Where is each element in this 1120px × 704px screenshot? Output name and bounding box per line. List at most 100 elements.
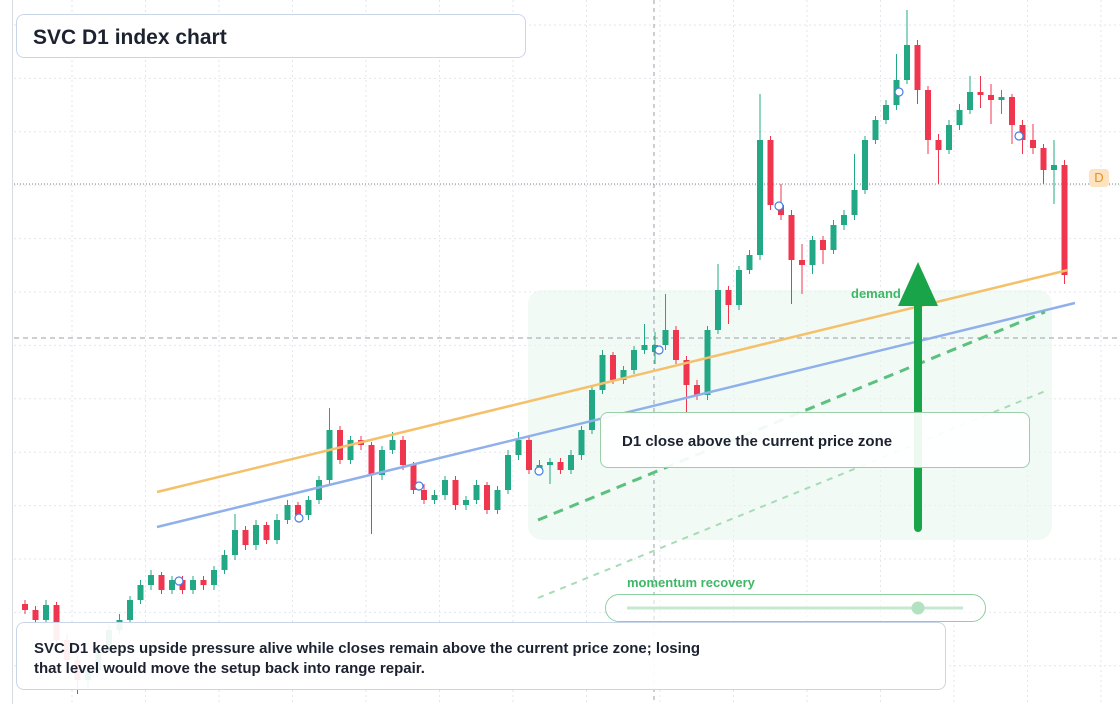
candle-body: [326, 430, 333, 480]
candle-body: [211, 570, 217, 585]
candle-body: [305, 500, 312, 515]
candle-body: [295, 505, 301, 515]
event-marker: [894, 87, 904, 97]
price-badge: D: [1089, 169, 1109, 187]
candle-body: [872, 120, 879, 140]
candle-body: [368, 445, 375, 475]
candle-body: [1009, 97, 1015, 125]
candle-body: [316, 480, 322, 500]
candle-body: [851, 190, 858, 215]
candle-body: [557, 462, 564, 470]
callout-box: D1 close above the current price zone: [600, 412, 1030, 468]
note-line: SVC D1 keeps upside pressure alive while…: [34, 640, 701, 657]
candle-body: [505, 455, 511, 490]
candle-body: [431, 495, 438, 500]
candle-body: [914, 45, 921, 90]
candle-body: [1051, 165, 1057, 170]
candle-body: [788, 215, 795, 260]
candle-body: [683, 360, 690, 385]
candle-body: [442, 480, 448, 495]
event-marker: [654, 345, 664, 355]
candle-body: [725, 290, 732, 305]
candle-body: [967, 92, 973, 110]
candle-body: [631, 350, 637, 370]
candle-body: [935, 140, 942, 150]
candle-body: [578, 430, 585, 455]
candle-body: [694, 385, 700, 395]
note-line: that level would move the setup back int…: [34, 660, 425, 677]
candle-body: [662, 330, 669, 345]
candle-body: [946, 125, 952, 150]
momentum-label: momentum recovery: [627, 575, 755, 590]
candle-body: [767, 140, 774, 205]
candle-body: [179, 580, 186, 590]
candle-body: [799, 260, 805, 265]
candle-body: [242, 530, 249, 545]
candle-body: [148, 575, 154, 585]
candle-body: [956, 110, 963, 125]
candle-body: [1019, 125, 1026, 140]
note-box: SVC D1 keeps upside pressure alive while…: [16, 622, 946, 690]
candle-body: [347, 440, 354, 460]
candle-body: [830, 225, 837, 250]
candle-body: [673, 330, 679, 360]
candle-body: [32, 610, 39, 620]
candle-body: [389, 440, 396, 450]
candle-body: [977, 92, 984, 95]
candle-body: [190, 580, 196, 590]
candle-body: [200, 580, 207, 585]
candle-body: [1040, 148, 1047, 170]
candle-body: [253, 525, 259, 545]
arrow-head: [898, 262, 938, 306]
candle-body: [526, 440, 532, 470]
candle-body: [137, 585, 144, 600]
candle-body: [998, 97, 1005, 100]
candle-body: [925, 90, 931, 140]
candle-body: [410, 465, 417, 490]
candle-body: [620, 370, 627, 380]
candle-body: [158, 575, 165, 590]
candle-body: [568, 455, 574, 470]
candle-body: [1061, 165, 1068, 275]
callout-text: D1 close above the current price zone: [622, 433, 893, 450]
candle-body: [715, 290, 721, 330]
candle-body: [809, 240, 816, 265]
candle-body: [757, 140, 763, 255]
candle-body: [43, 605, 49, 620]
candle-body: [736, 270, 742, 305]
candle-body: [484, 485, 490, 510]
candle-body: [820, 240, 826, 250]
candle-body: [641, 345, 648, 350]
event-marker: [534, 466, 544, 476]
candle-body: [547, 462, 553, 465]
candle-body: [904, 45, 910, 80]
candle-body: [263, 525, 270, 540]
title: SVC D1 index chart: [33, 26, 227, 49]
momentum-pill: [605, 594, 986, 622]
candles: [22, 10, 1068, 694]
event-marker: [1014, 131, 1024, 141]
candle-body: [589, 390, 595, 430]
event-marker: [174, 576, 184, 586]
candle-body: [841, 215, 847, 225]
candle-body: [379, 450, 385, 475]
left-border: [12, 0, 13, 704]
candle-body: [599, 355, 606, 390]
candle-body: [421, 490, 427, 500]
candle-body: [473, 485, 480, 500]
candle-body: [452, 480, 459, 505]
candle-body: [862, 140, 868, 190]
candle-body: [221, 555, 228, 570]
candle-body: [883, 105, 889, 120]
candle-body: [127, 600, 133, 620]
candle-body: [463, 500, 469, 505]
candle-body: [337, 430, 343, 460]
candle-body: [704, 330, 711, 395]
candle-body: [232, 530, 238, 555]
candle-body: [284, 505, 291, 520]
candle-body: [400, 440, 406, 465]
candle-body: [515, 440, 522, 455]
candle-body: [494, 490, 501, 510]
candle-body: [274, 520, 280, 540]
candle-body: [746, 255, 753, 270]
